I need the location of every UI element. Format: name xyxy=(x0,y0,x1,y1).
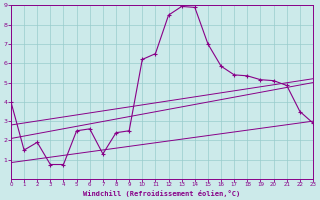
X-axis label: Windchill (Refroidissement éolien,°C): Windchill (Refroidissement éolien,°C) xyxy=(84,190,241,197)
